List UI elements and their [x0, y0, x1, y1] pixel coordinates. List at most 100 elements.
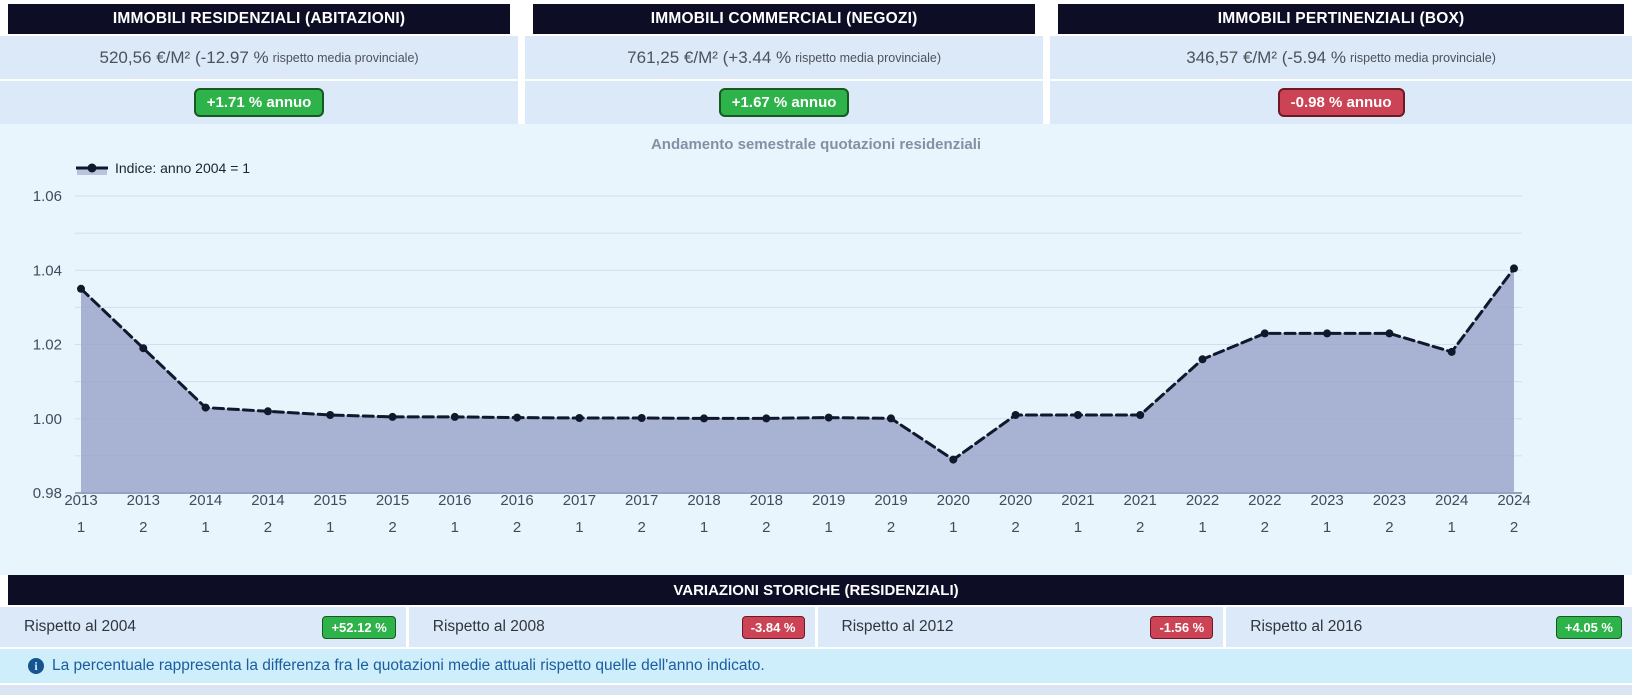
- annual-change-badge: +1.71 % annuo: [193, 88, 325, 117]
- card-price-row: 346,57 €/M² (-5.94 % rispetto media prov…: [1050, 36, 1632, 79]
- svg-text:2013: 2013: [127, 492, 160, 509]
- price-value: 346,57 €/M² (-5.94 %: [1186, 47, 1346, 67]
- annual-change-badge: -0.98 % annuo: [1277, 88, 1405, 117]
- card-price-row: 520,56 €/M² (-12.97 % rispetto media pro…: [0, 36, 519, 79]
- svg-text:1: 1: [575, 519, 583, 536]
- card-title: IMMOBILI PERTINENZIALI (BOX): [1058, 4, 1624, 34]
- svg-text:2018: 2018: [687, 492, 720, 509]
- svg-text:1.04: 1.04: [33, 262, 62, 279]
- chart-title: Andamento semestrale quotazioni residenz…: [650, 136, 982, 153]
- variation-badge: -3.84 %: [741, 615, 805, 639]
- svg-text:1: 1: [201, 519, 209, 536]
- svg-text:2023: 2023: [1310, 492, 1343, 509]
- summary-cards: IMMOBILI RESIDENZIALI (ABITAZIONI) 520,5…: [0, 0, 1632, 124]
- svg-text:2016: 2016: [500, 492, 533, 509]
- svg-text:1: 1: [77, 519, 85, 536]
- chart-legend: Indice: anno 2004 = 1: [76, 160, 250, 176]
- svg-text:2015: 2015: [314, 492, 347, 509]
- historic-variations: VARIAZIONI STORICHE (RESIDENZIALI) Rispe…: [0, 575, 1632, 695]
- bottom-strip: [0, 685, 1632, 695]
- svg-text:1.02: 1.02: [33, 337, 62, 354]
- svg-text:2015: 2015: [376, 492, 409, 509]
- svg-text:2: 2: [887, 519, 895, 536]
- svg-text:2: 2: [1261, 519, 1269, 536]
- card-badge-row: -0.98 % annuo: [1050, 81, 1632, 124]
- variation-cell-2004: Rispetto al 2004 +52.12 %: [0, 607, 406, 647]
- svg-text:2021: 2021: [1061, 492, 1094, 509]
- variation-cell-2012: Rispetto al 2012 -1.56 %: [817, 607, 1224, 647]
- svg-text:2022: 2022: [1248, 492, 1281, 509]
- variation-label: Rispetto al 2016: [1250, 618, 1363, 635]
- price-note: rispetto media provinciale): [1349, 50, 1496, 65]
- svg-text:2: 2: [1136, 519, 1144, 536]
- svg-text:2: 2: [638, 519, 646, 536]
- svg-text:1: 1: [1323, 519, 1331, 536]
- svg-text:2022: 2022: [1186, 492, 1219, 509]
- card-price-row: 761,25 €/M² (+3.44 % rispetto media prov…: [525, 36, 1044, 79]
- svg-text:2: 2: [139, 519, 147, 536]
- svg-text:2016: 2016: [438, 492, 471, 509]
- card-title: IMMOBILI RESIDENZIALI (ABITAZIONI): [8, 4, 511, 34]
- svg-text:2014: 2014: [251, 492, 284, 509]
- svg-text:2: 2: [388, 519, 396, 536]
- svg-text:2024: 2024: [1435, 492, 1468, 509]
- price-note: rispetto media provinciale): [795, 50, 942, 65]
- svg-text:1: 1: [326, 519, 334, 536]
- card-badge-row: +1.71 % annuo: [0, 81, 519, 124]
- svg-text:2023: 2023: [1373, 492, 1406, 509]
- svg-text:2: 2: [762, 519, 770, 536]
- svg-text:1: 1: [1448, 519, 1456, 536]
- svg-text:2019: 2019: [812, 492, 845, 509]
- svg-text:2019: 2019: [874, 492, 907, 509]
- variation-cell-2008: Rispetto al 2008 -3.84 %: [408, 607, 815, 647]
- variations-note: La percentuale rappresenta la differenza…: [52, 657, 765, 674]
- variation-label: Rispetto al 2004: [24, 618, 137, 635]
- svg-text:1.00: 1.00: [33, 411, 62, 428]
- card-residenziali: IMMOBILI RESIDENZIALI (ABITAZIONI) 520,5…: [0, 4, 519, 124]
- svg-text:2024: 2024: [1497, 492, 1530, 509]
- info-icon: i: [28, 658, 44, 674]
- svg-text:2: 2: [513, 519, 521, 536]
- svg-text:2021: 2021: [1124, 492, 1157, 509]
- card-commerciali: IMMOBILI COMMERCIALI (NEGOZI) 761,25 €/M…: [525, 4, 1044, 124]
- svg-text:1.06: 1.06: [33, 188, 62, 205]
- svg-text:1: 1: [825, 519, 833, 536]
- svg-text:0.98: 0.98: [33, 485, 62, 502]
- svg-text:2018: 2018: [750, 492, 783, 509]
- svg-text:2: 2: [1011, 519, 1019, 536]
- variation-label: Rispetto al 2012: [841, 618, 954, 635]
- svg-text:2: 2: [1510, 519, 1518, 536]
- svg-text:2: 2: [264, 519, 272, 536]
- svg-text:2: 2: [1385, 519, 1393, 536]
- svg-text:1: 1: [1198, 519, 1206, 536]
- svg-text:2020: 2020: [937, 492, 970, 509]
- variation-label: Rispetto al 2008: [432, 618, 545, 635]
- price-value: 520,56 €/M² (-12.97 %: [99, 47, 269, 67]
- variation-badge: +4.05 %: [1555, 615, 1622, 639]
- trend-chart-section: 1.06 1.04 1.02 1.00 0.98 2013 1 2013 2 2014 1 2014 2…: [0, 124, 1632, 542]
- variation-badge: +52.12 %: [322, 615, 396, 639]
- svg-text:2013: 2013: [64, 492, 97, 509]
- variations-note-row: i La percentuale rappresenta la differen…: [0, 649, 1632, 683]
- trend-chart: 1.061.041.021.000.98 20131201322014120142…: [33, 188, 1531, 536]
- svg-text:1: 1: [949, 519, 957, 536]
- price-note: rispetto media provinciale): [272, 50, 419, 65]
- annual-change-badge: +1.67 % annuo: [718, 88, 850, 117]
- svg-text:1: 1: [700, 519, 708, 536]
- svg-text:2017: 2017: [625, 492, 658, 509]
- legend-label: Indice: anno 2004 = 1: [115, 160, 251, 176]
- svg-text:1: 1: [451, 519, 459, 536]
- svg-text:2020: 2020: [999, 492, 1032, 509]
- variations-row: Rispetto al 2004 +52.12 % Rispetto al 20…: [0, 607, 1632, 647]
- svg-text:2017: 2017: [563, 492, 596, 509]
- variations-title: VARIAZIONI STORICHE (RESIDENZIALI): [8, 575, 1624, 605]
- legend-series-icon: [76, 163, 108, 175]
- svg-text:2014: 2014: [189, 492, 222, 509]
- variation-badge: -1.56 %: [1150, 615, 1214, 639]
- variation-cell-2016: Rispetto al 2016 +4.05 %: [1226, 607, 1632, 647]
- price-value: 761,25 €/M² (+3.44 %: [627, 47, 792, 67]
- card-title: IMMOBILI COMMERCIALI (NEGOZI): [533, 4, 1036, 34]
- svg-text:1: 1: [1074, 519, 1082, 536]
- card-pertinenziali: IMMOBILI PERTINENZIALI (BOX) 346,57 €/M²…: [1050, 4, 1632, 124]
- card-badge-row: +1.67 % annuo: [525, 81, 1044, 124]
